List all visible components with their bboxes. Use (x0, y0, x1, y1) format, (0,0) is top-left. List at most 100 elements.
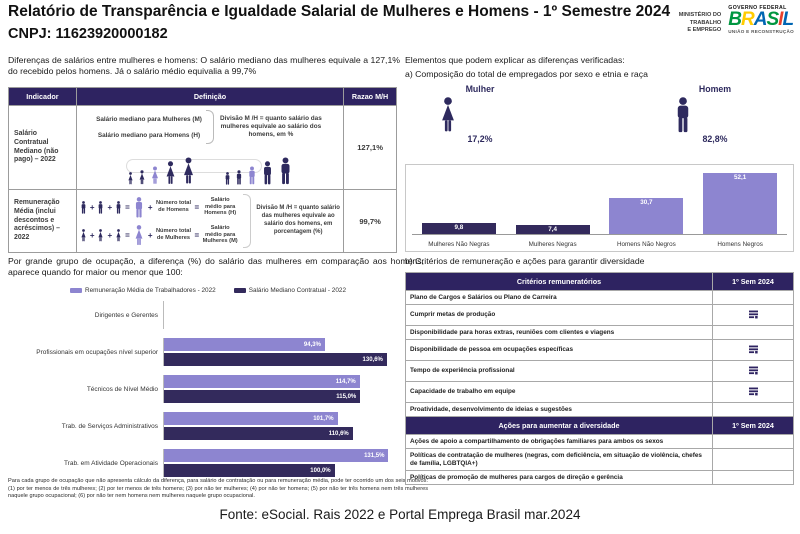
chart-bar: 101,7% (164, 412, 338, 425)
brasil-letter: L (782, 9, 794, 30)
period-header: 1º Sem 2024 (712, 272, 794, 291)
chart-bar: 7,4 (515, 225, 590, 234)
bar-value-label: 114,7% (335, 378, 356, 385)
brasil-letter: R (741, 9, 755, 30)
cnpj-line: CNPJ: 11623920000182 (8, 26, 168, 42)
man-icon (80, 201, 87, 214)
woman-icon (181, 157, 196, 185)
bar-category-label: Mulheres Não Negras (428, 241, 490, 248)
definition-note: Divisão M /H = quanto salário das mulher… (256, 205, 340, 235)
men-percent: 82,8% (702, 134, 728, 144)
bar-category-label: Homens Não Negros (616, 241, 676, 248)
bar-category-label: Trab. de Serviços Administrativos (61, 422, 158, 430)
bar-value-label: 9,8 (454, 223, 464, 231)
bar-value-label: 131,5% (364, 452, 385, 459)
legend-swatch (233, 288, 246, 293)
men-figures (224, 157, 293, 185)
indicator-row-media: Remuneração Média (inclui descontos e ac… (8, 189, 397, 253)
occupation-heading: Por grande grupo de ocupação, a diferenç… (8, 256, 424, 278)
criteria-row: Plano de Cargos e Salários ou Plano de C… (405, 290, 794, 305)
bar-category-label: Trab. em Atividade Operacionais (63, 459, 158, 467)
woman-icon (164, 161, 177, 185)
legend-item: Salário Mediano Contratual - 2022 (233, 287, 347, 294)
median-connector (125, 159, 262, 173)
brasil-letter: I (778, 9, 783, 30)
chart-bar: 52,1 (703, 173, 778, 234)
man-icon (261, 161, 274, 185)
chart-bar: 100,0% (164, 464, 335, 477)
brasil-letter: S (766, 9, 779, 30)
definition-line: Salário mediano para Mulheres (M) (96, 115, 202, 123)
definition-line: Salário mediano para Homens (H) (97, 131, 201, 139)
criteria-label: Plano de Cargos e Salários ou Plano de C… (405, 290, 713, 305)
chart-bar: 130,6% (164, 353, 387, 366)
bar-value-label: 30,7 (640, 199, 653, 207)
ministry-label: MINISTÉRIO DO TRABALHO E EMPREGO (678, 12, 722, 34)
bar-value-label: 130,6% (362, 356, 383, 363)
criteria-label: Tempo de experiência profissional (405, 360, 713, 382)
indicator-name: Salário Contratual Mediano (não pago) – … (8, 105, 77, 190)
formula-label: Salário médio para Homens (H) (204, 197, 237, 217)
bar-category-label: Técnicos de Nível Médio (86, 385, 158, 393)
plus-sign: + (147, 230, 153, 240)
criteria-label: Proatividade, desenvolvimento de ideias … (405, 402, 713, 417)
criteria-row: Ações de apoio a compartilhamento de obr… (405, 434, 794, 449)
bar-category-label: Mulheres Negras (528, 241, 577, 248)
woman-icon (133, 225, 145, 246)
criteria-marker-icon (749, 345, 758, 354)
indicator-name: Remuneração Média (inclui descontos e ac… (8, 189, 77, 253)
chart-bar: 131,5% (164, 449, 389, 462)
chart-row: Dirigentes e Gerentes (8, 301, 420, 329)
criteria-marker-icon (749, 310, 758, 319)
equals-sign: = (125, 230, 130, 240)
formula-label: Salário médio para Mulheres (M) (202, 225, 238, 245)
population-pictogram (80, 151, 340, 185)
bar-category-label: Profissionais em ocupações nível superio… (36, 348, 158, 356)
woman-icon (438, 97, 458, 133)
woman-icon (127, 172, 134, 185)
period-header: 1º Sem 2024 (712, 416, 794, 435)
chart-legend: Remuneração Média de Trabalhadores - 202… (8, 287, 408, 294)
woman-icon (115, 229, 122, 242)
criteria-table-header: Ações para aumentar a diversidade (405, 416, 713, 435)
criteria-label: Políticas de contratação de mulheres (ne… (405, 448, 713, 471)
woman-icon (150, 166, 160, 185)
bracket-shape (243, 194, 252, 248)
criteria-marker-icon (749, 366, 758, 375)
man-icon (235, 170, 243, 185)
criteria-row: Políticas de contratação de mulheres (ne… (405, 448, 794, 471)
women-average-formula: + + = + Número total de Mulheres = Salár… (80, 225, 238, 246)
chart-bar: 9,8 (421, 222, 496, 234)
woman-icon (97, 229, 104, 242)
logo-slogan: UNIÃO E RECONSTRUÇÃO (728, 29, 794, 35)
equals-sign: = (125, 202, 130, 212)
man-icon (133, 197, 145, 218)
women-percent: 17,2% (467, 134, 493, 144)
elements-heading: Elementos que podem explicar as diferenç… (405, 55, 625, 65)
bar-value-label: 100,0% (310, 467, 331, 474)
man-icon (115, 201, 122, 214)
brasil-logo: GOVERNO FEDERAL BRASIL UNIÃO E RECONSTRU… (728, 5, 794, 34)
chart-bar: 30,7 (609, 198, 684, 234)
ratio-value: 127,1% (343, 105, 397, 190)
man-icon (97, 201, 104, 214)
bar-value-label: 7,4 (548, 226, 557, 234)
criteria-table: Critérios remuneratórios 1º Sem 2024 Pla… (405, 272, 794, 485)
criteria-label: Cumprir metas de produção (405, 304, 713, 326)
legend-label: Salário Mediano Contratual - 2022 (248, 287, 347, 294)
race-gender-chart: 9,8 7,4 30,7 52,1 Mulheres Não Negras Mu… (405, 164, 794, 252)
indicator-header: Indicador (8, 87, 77, 106)
criteria-marker-icon (749, 387, 758, 396)
criteria-label: Políticas de promoção de mulheres para c… (405, 470, 713, 485)
indicator-table: Indicador Definição Razao M/H Salário Co… (8, 87, 397, 253)
government-logo: MINISTÉRIO DO TRABALHO E EMPREGO GOVERNO… (679, 5, 794, 35)
criteria-row: Cumprir metas de produção (405, 304, 794, 326)
bar-category-label: Dirigentes e Gerentes (94, 311, 158, 319)
men-share-block: Homem 82,8% (673, 84, 757, 144)
indicator-row-mediano: Salário Contratual Mediano (não pago) – … (8, 105, 397, 190)
plus-sign: + (107, 202, 113, 212)
brasil-wordmark: BRASIL (728, 9, 794, 30)
legend-item: Remuneração Média de Trabalhadores - 202… (69, 287, 216, 294)
bar-value-label: 110,6% (328, 430, 349, 437)
